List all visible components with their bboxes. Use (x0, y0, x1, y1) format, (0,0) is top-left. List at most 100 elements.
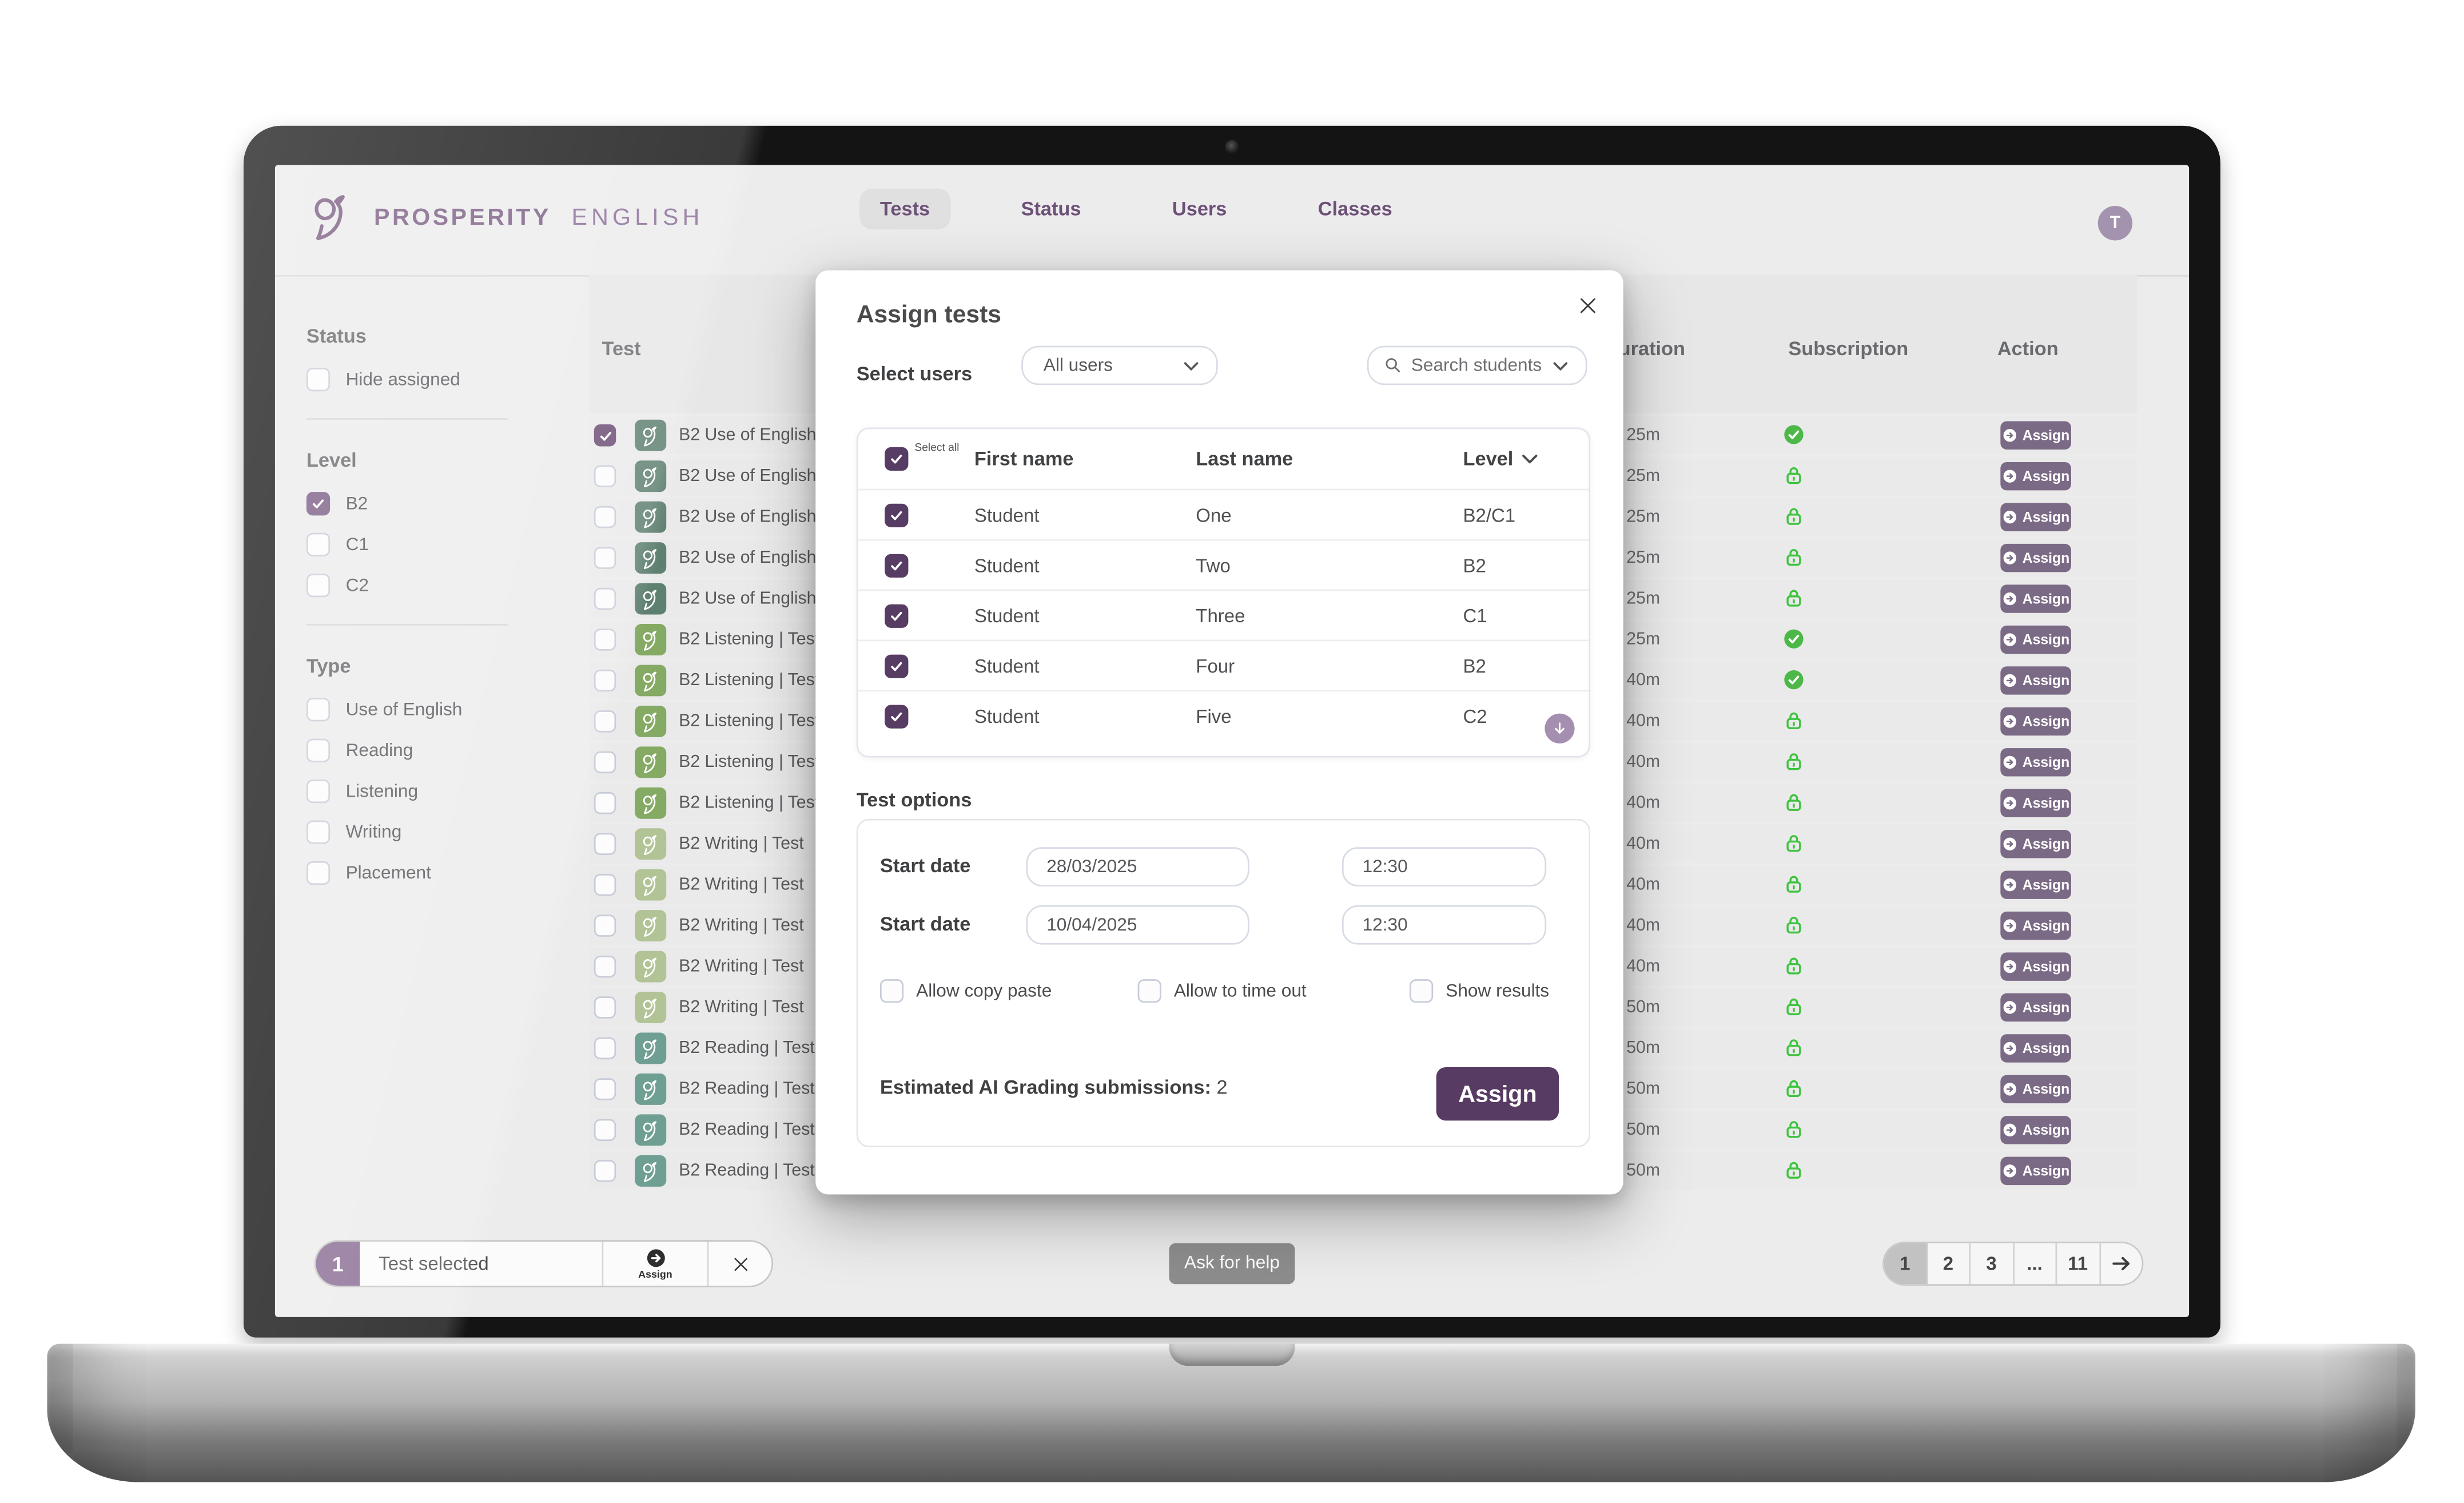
row-checkbox[interactable] (594, 506, 616, 528)
assign-row-button[interactable]: Assign (2000, 625, 2071, 654)
student-row[interactable]: Student Three C1 (858, 589, 1589, 640)
scroll-down-button[interactable] (1545, 713, 1575, 743)
option-allow-to-time-out[interactable]: Allow to time out (1137, 979, 1307, 1003)
tab-users[interactable]: Users (1172, 198, 1227, 220)
checkbox[interactable] (306, 780, 331, 804)
assign-row-button[interactable]: Assign (2000, 870, 2071, 899)
test-bird-icon (635, 910, 667, 942)
start-date-input[interactable] (1026, 847, 1249, 886)
avatar[interactable]: T (2097, 206, 2133, 241)
checkbox[interactable] (879, 979, 904, 1003)
student-row[interactable]: Student Five C2 (858, 690, 1589, 740)
assign-selected-button[interactable]: Assign (603, 1242, 707, 1286)
assign-row-button[interactable]: Assign (2000, 911, 2071, 940)
assign-row-button[interactable]: Assign (2000, 952, 2071, 981)
assign-row-button[interactable]: Assign (2000, 1034, 2071, 1063)
row-checkbox[interactable] (594, 1037, 616, 1060)
assign-row-button[interactable]: Assign (2000, 666, 2071, 695)
student-checkbox[interactable] (885, 553, 909, 577)
checkbox[interactable] (1410, 979, 1434, 1003)
row-checkbox[interactable] (594, 1160, 616, 1182)
assign-row-button[interactable]: Assign (2000, 1075, 2071, 1104)
row-checkbox[interactable] (594, 833, 616, 855)
page-1[interactable]: 1 (1884, 1243, 1928, 1285)
filter-option-reading[interactable]: Reading (306, 738, 542, 762)
checkbox[interactable] (306, 492, 331, 516)
checkbox[interactable] (306, 532, 331, 556)
row-checkbox[interactable] (594, 669, 616, 692)
checkbox[interactable] (306, 738, 331, 762)
option-show-results[interactable]: Show results (1410, 979, 1549, 1003)
page-3[interactable]: 3 (1971, 1243, 2014, 1285)
assign-row-button[interactable]: Assign (2000, 789, 2071, 818)
assign-row-button[interactable]: Assign (2000, 707, 2071, 736)
assign-row-button[interactable]: Assign (2000, 584, 2071, 613)
assign-row-button[interactable]: Assign (2000, 503, 2071, 531)
row-checkbox[interactable] (594, 873, 616, 896)
users-dropdown[interactable]: All users (1021, 345, 1218, 385)
page-11[interactable]: 11 (2057, 1243, 2100, 1285)
tab-tests[interactable]: Tests (859, 188, 950, 230)
assign-row-button[interactable]: Assign (2000, 748, 2071, 777)
row-checkbox[interactable] (594, 914, 616, 937)
filter-option-c2[interactable]: C2 (306, 574, 542, 598)
checkbox[interactable] (306, 861, 331, 885)
assign-row-button[interactable]: Assign (2000, 462, 2071, 491)
filter-option-use-of-english[interactable]: Use of English (306, 698, 542, 722)
filter-option-c1[interactable]: C1 (306, 532, 542, 556)
row-checkbox[interactable] (594, 955, 616, 978)
option-allow-copy-paste[interactable]: Allow copy paste (879, 979, 1052, 1003)
row-checkbox[interactable] (594, 465, 616, 487)
checkbox[interactable] (306, 820, 331, 844)
tab-status[interactable]: Status (1021, 198, 1081, 220)
page-ellipsis[interactable]: ... (2014, 1243, 2057, 1285)
student-checkbox[interactable] (885, 654, 909, 678)
tab-classes[interactable]: Classes (1317, 198, 1392, 220)
row-checkbox[interactable] (594, 1119, 616, 1142)
filter-option-b2[interactable]: B2 (306, 492, 542, 516)
student-checkbox[interactable] (885, 704, 909, 728)
test-name: B2 Listening | Test (679, 753, 820, 772)
clear-selection-button[interactable] (708, 1242, 771, 1286)
row-checkbox[interactable] (594, 629, 616, 651)
student-checkbox[interactable] (885, 603, 909, 627)
assign-row-button[interactable]: Assign (2000, 1156, 2071, 1186)
modal-close-icon[interactable] (1576, 294, 1599, 317)
row-checkbox[interactable] (594, 547, 616, 569)
search-students-input[interactable] (1403, 356, 1550, 375)
assign-row-button[interactable]: Assign (2000, 421, 2071, 450)
filter-option-placement[interactable]: Placement (306, 861, 542, 885)
row-checkbox[interactable] (594, 424, 616, 447)
assign-row-button[interactable]: Assign (2000, 993, 2071, 1022)
row-checkbox[interactable] (594, 587, 616, 610)
checkbox[interactable] (1137, 979, 1161, 1003)
row-checkbox[interactable] (594, 792, 616, 814)
student-checkbox[interactable] (885, 503, 909, 527)
chevron-down-icon[interactable] (1550, 355, 1571, 376)
page-2[interactable]: 2 (1928, 1243, 1971, 1285)
student-row[interactable]: Student Two B2 (858, 539, 1589, 590)
checkbox[interactable] (306, 368, 331, 392)
student-row[interactable]: Student One B2/C1 (858, 488, 1589, 539)
filter-option-writing[interactable]: Writing (306, 820, 542, 844)
filter-option-hide-assigned[interactable]: Hide assigned (306, 368, 542, 392)
start-time-input[interactable] (1342, 847, 1547, 886)
select-all-checkbox[interactable] (885, 447, 909, 471)
row-checkbox[interactable] (594, 751, 616, 774)
row-checkbox[interactable] (594, 710, 616, 733)
ask-for-help-button[interactable]: Ask for help (1169, 1243, 1295, 1285)
level-sort-chevron-icon[interactable] (1518, 447, 1542, 471)
filter-option-listening[interactable]: Listening (306, 780, 542, 804)
checkbox[interactable] (306, 698, 331, 722)
row-checkbox[interactable] (594, 996, 616, 1019)
checkbox[interactable] (306, 574, 331, 598)
student-row[interactable]: Student Four B2 (858, 639, 1589, 690)
assign-row-button[interactable]: Assign (2000, 543, 2071, 572)
next-page-button[interactable] (2100, 1243, 2142, 1284)
modal-assign-button[interactable]: Assign (1436, 1067, 1559, 1121)
assign-row-button[interactable]: Assign (2000, 829, 2071, 858)
end-time-input[interactable] (1342, 905, 1547, 945)
assign-row-button[interactable]: Assign (2000, 1116, 2071, 1144)
row-checkbox[interactable] (594, 1078, 616, 1100)
end-date-input[interactable] (1026, 905, 1249, 945)
